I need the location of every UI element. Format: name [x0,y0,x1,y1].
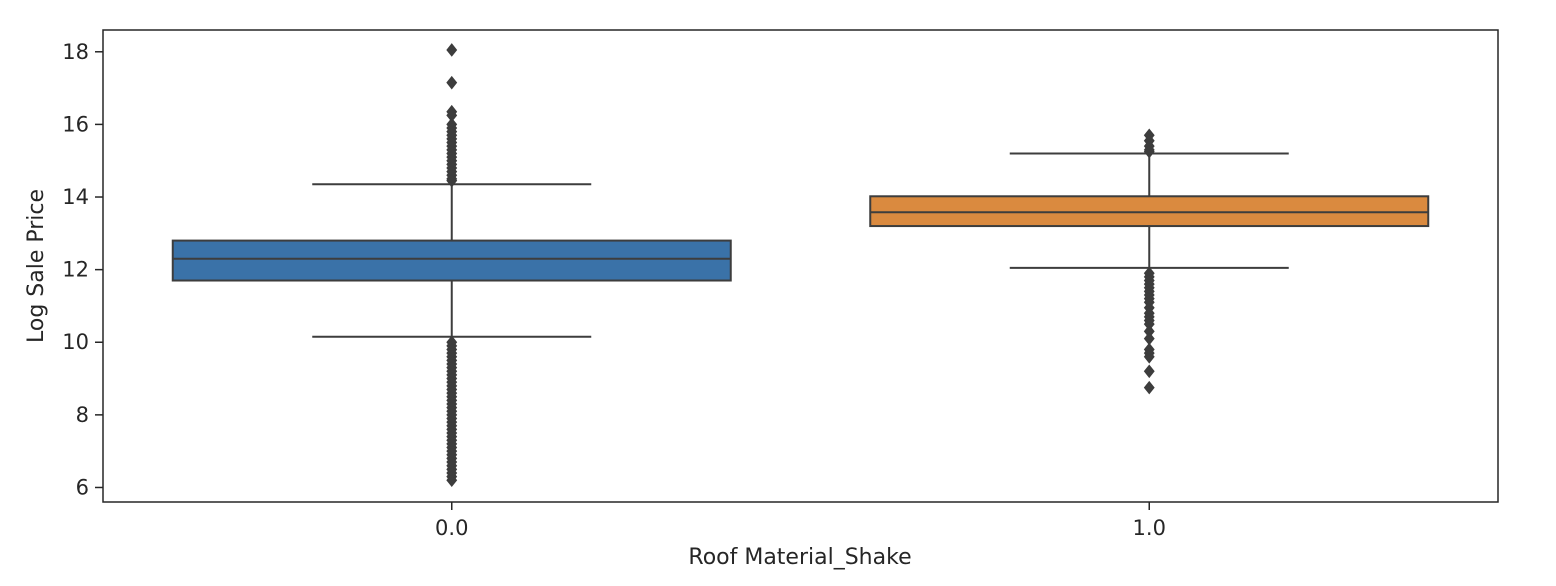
plot-frame [102,29,1499,503]
y-tick-label: 10 [62,330,89,354]
y-axis-label: Log Sale Price [24,189,49,343]
y-tick-label: 12 [62,258,89,282]
box-iqr [171,239,732,282]
y-axis: 6 8 10 12 14 16 18 [62,40,103,499]
y-tick-label: 14 [62,185,89,209]
box-marks [171,43,1430,488]
outlier-point [1143,144,1155,159]
x-axis: 0.0 1.0 [435,502,1166,540]
y-tick-label: 8 [76,403,89,427]
outlier-point [446,43,458,57]
outlier-point [1143,380,1155,395]
box-group [171,43,732,488]
outlier-point [446,473,458,488]
y-tick-label: 6 [76,475,89,499]
x-axis-label: Roof Material_Shake [688,545,911,570]
outlier-point [1143,349,1155,364]
box-group [869,128,1430,395]
outlier-point [446,173,458,188]
outlier-point [446,75,458,90]
x-tick-label: 0.0 [435,516,468,540]
outlier-point [1143,364,1155,379]
box-iqr [869,195,1430,228]
y-tick-label: 16 [62,112,89,136]
x-tick-label: 1.0 [1133,516,1166,540]
y-tick-label: 18 [62,40,89,64]
